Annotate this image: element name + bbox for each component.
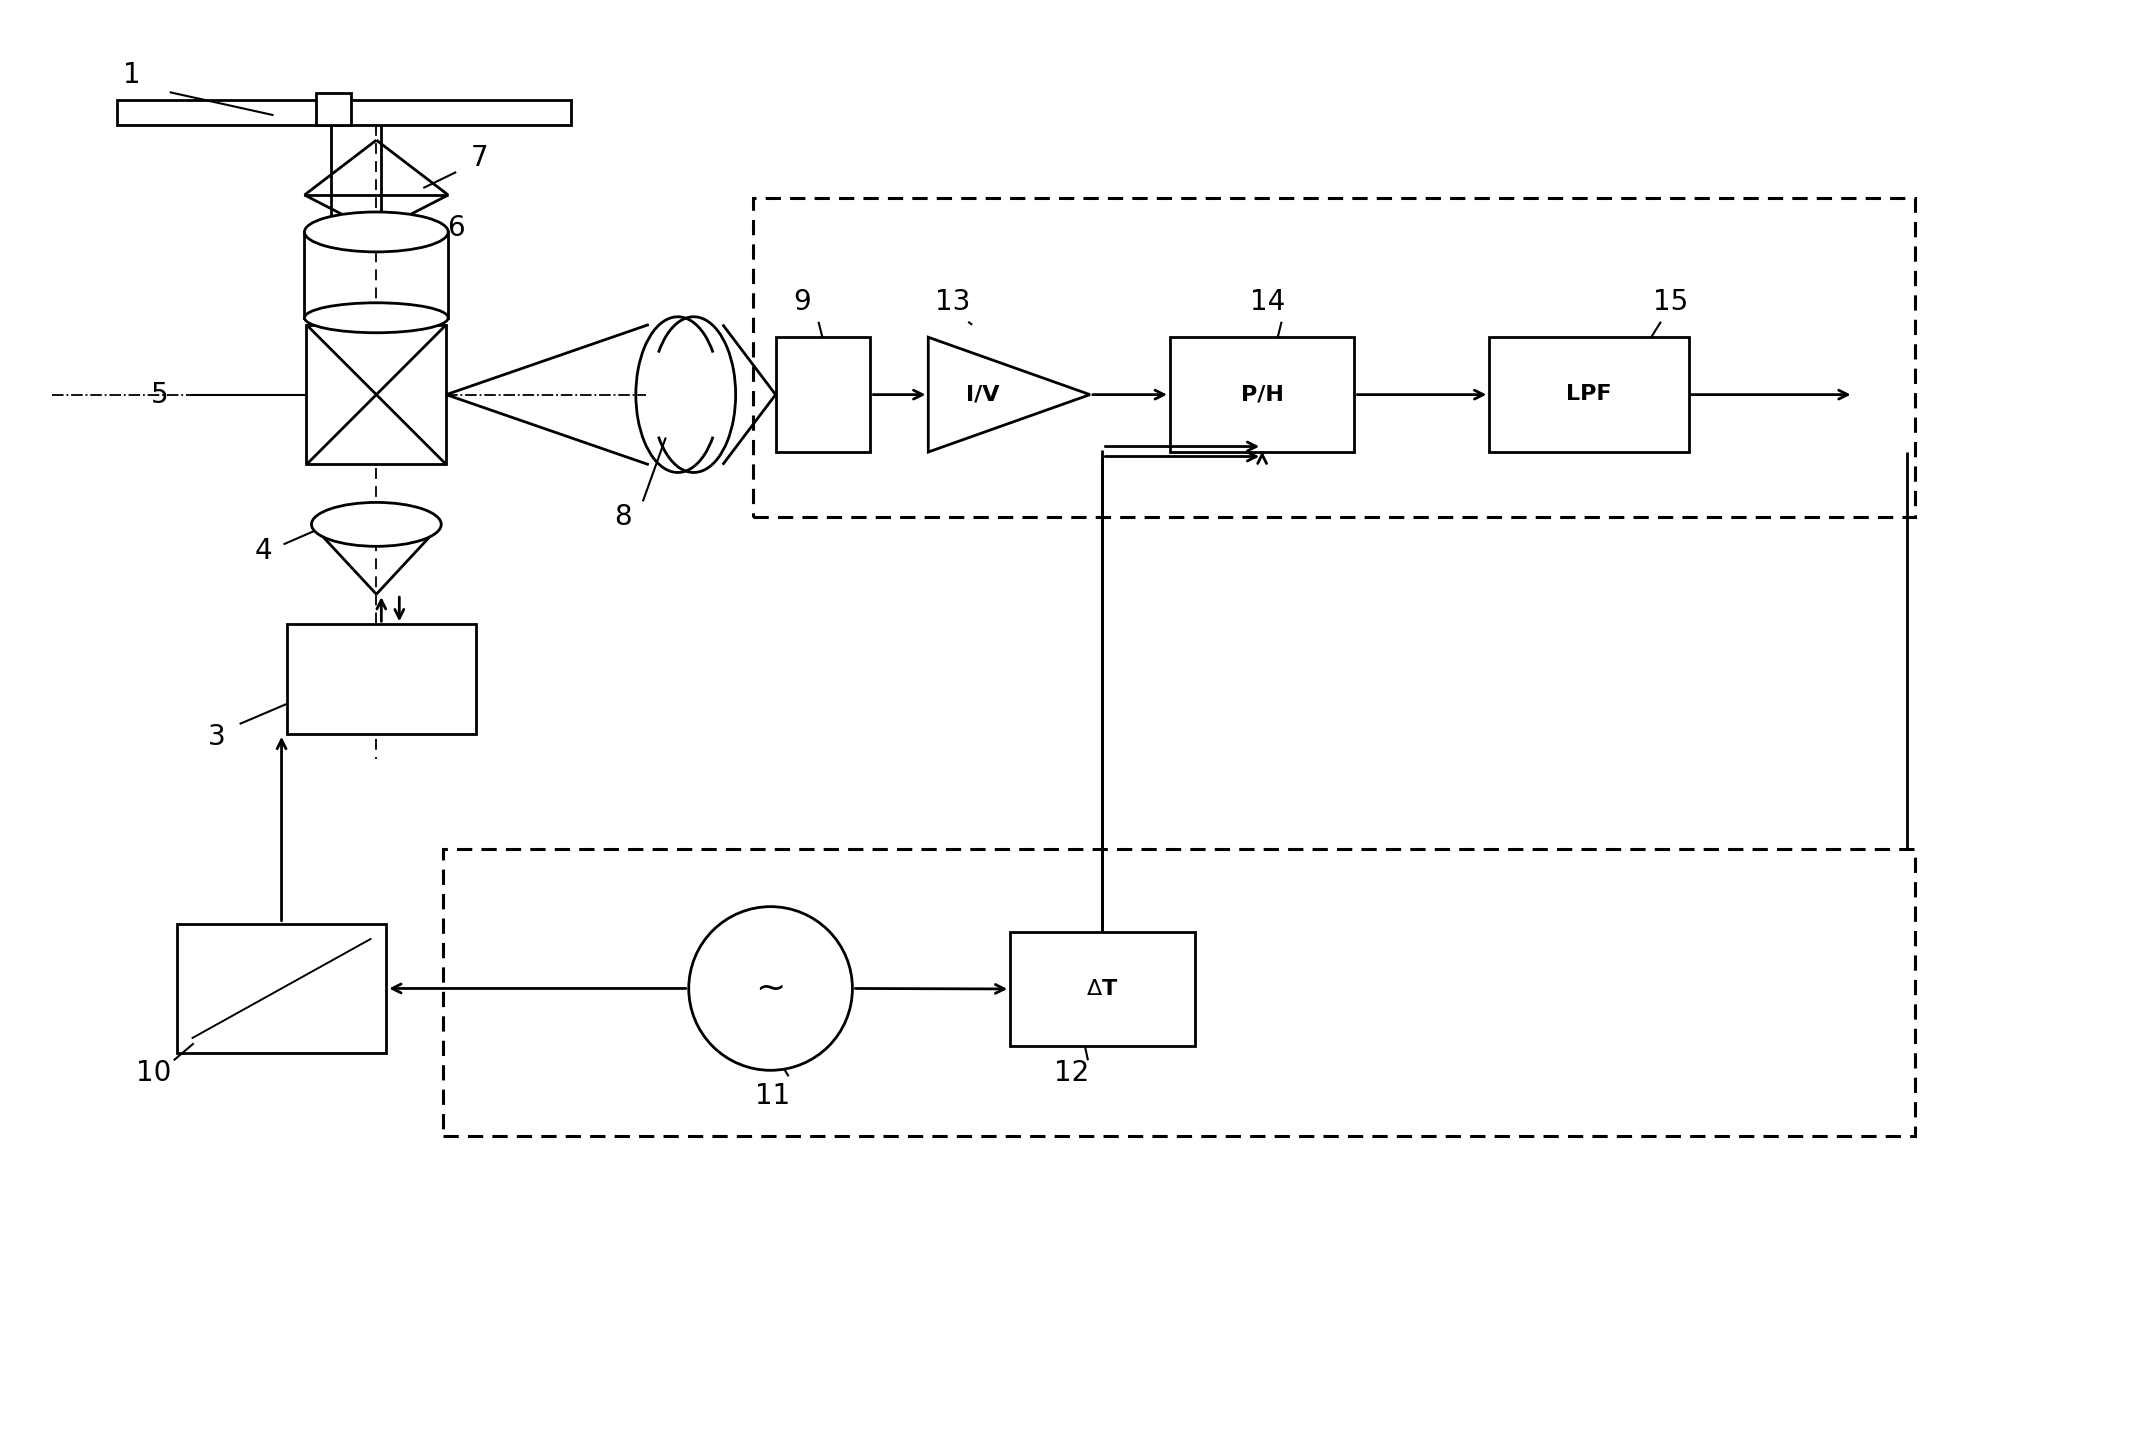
Text: 12: 12 (1054, 1059, 1089, 1087)
Text: I/V: I/V (966, 384, 1001, 404)
Text: 14: 14 (1249, 287, 1286, 316)
Text: ~: ~ (754, 972, 786, 1006)
Text: P/H: P/H (1241, 384, 1284, 404)
Bar (444, 849, 1916, 1136)
Text: 11: 11 (754, 1082, 791, 1110)
Bar (752, 199, 1916, 517)
Text: 1: 1 (122, 61, 141, 89)
Bar (776, 337, 870, 452)
Text: 7: 7 (469, 144, 489, 171)
Bar (118, 100, 570, 126)
Text: 9: 9 (793, 287, 812, 316)
Text: 13: 13 (934, 287, 971, 316)
Circle shape (688, 906, 853, 1070)
Ellipse shape (311, 503, 441, 546)
Polygon shape (928, 337, 1091, 452)
Ellipse shape (304, 303, 448, 333)
Bar (317, 93, 351, 126)
Bar (1489, 337, 1689, 452)
Text: 3: 3 (208, 723, 225, 752)
Text: LPF: LPF (1567, 384, 1612, 404)
Text: 10: 10 (137, 1059, 171, 1087)
Bar (306, 324, 446, 464)
Bar (287, 624, 476, 735)
Ellipse shape (304, 211, 448, 252)
Bar (1009, 932, 1196, 1046)
Bar (1170, 337, 1354, 452)
Text: $\Delta$T: $\Delta$T (1087, 979, 1119, 999)
Text: 5: 5 (150, 380, 169, 409)
Text: 8: 8 (615, 503, 632, 532)
Text: 4: 4 (255, 537, 272, 566)
Text: 6: 6 (448, 214, 465, 242)
Text: 15: 15 (1652, 287, 1689, 316)
Bar (304, 231, 448, 317)
Bar (176, 923, 386, 1053)
